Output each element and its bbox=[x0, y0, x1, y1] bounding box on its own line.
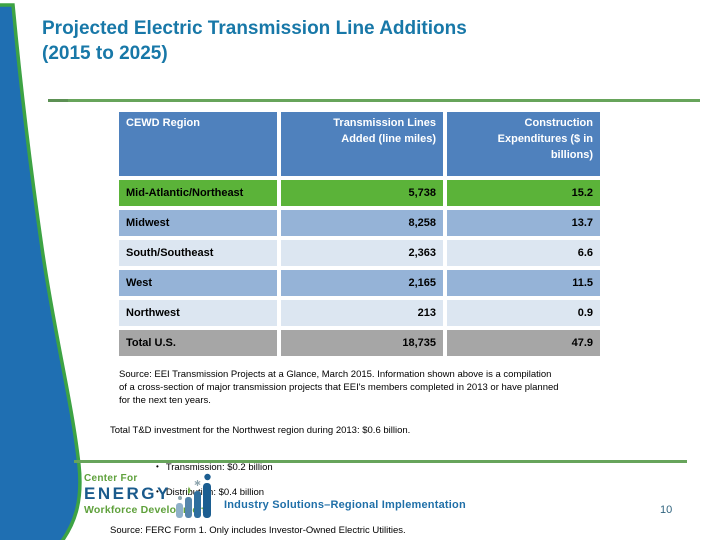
col-header-region: CEWD Region bbox=[119, 112, 277, 176]
expenditures-cell-total: 47.9 bbox=[447, 330, 600, 356]
miles-cell-total: 18,735 bbox=[281, 330, 443, 356]
cewd-logo: Center For ENERGY Workforce Development bbox=[84, 474, 234, 516]
logo-text-center-for: Center For bbox=[84, 473, 138, 484]
logo-text-energy: ENERGY bbox=[84, 484, 171, 503]
expenditures-cell: 15.2 bbox=[447, 180, 600, 206]
logo-tagline: Industry Solutions–Regional Implementati… bbox=[224, 499, 466, 511]
title-separator-line bbox=[48, 99, 700, 102]
expenditures-cell: 13.7 bbox=[447, 210, 600, 236]
region-cell: West bbox=[119, 270, 277, 296]
left-curve-decoration bbox=[0, 3, 82, 540]
page-title-line1: Projected Electric Transmission Line Add… bbox=[42, 18, 467, 39]
footer-separator-line bbox=[74, 460, 687, 463]
region-cell: Northwest bbox=[119, 300, 277, 326]
expenditures-cell: 11.5 bbox=[447, 270, 600, 296]
ferc-source-note: Source: FERC Form 1. Only includes Inves… bbox=[110, 524, 406, 536]
miles-cell: 213 bbox=[281, 300, 443, 326]
expenditures-cell: 6.6 bbox=[447, 240, 600, 266]
region-cell: Mid-Atlantic/Northeast bbox=[119, 180, 277, 206]
eei-source-note: Source: EEI Transmission Projects at a G… bbox=[119, 369, 559, 406]
logo-text-workforce: Workforce Development bbox=[84, 504, 209, 516]
region-cell: Midwest bbox=[119, 210, 277, 236]
page-number: 10 bbox=[660, 504, 673, 516]
page-title: Projected Electric Transmission Line Add… bbox=[42, 16, 642, 66]
bullet-transmission: Transmission: $0.2 billion bbox=[156, 462, 600, 475]
miles-cell: 5,738 bbox=[281, 180, 443, 206]
investment-note: Total T&D investment for the Northwest r… bbox=[110, 412, 600, 540]
col-header-miles: Transmission Lines Added (line miles) bbox=[281, 112, 443, 176]
investment-bullet-list: Transmission: $0.2 billion Distribution:… bbox=[110, 450, 600, 513]
miles-cell: 2,165 bbox=[281, 270, 443, 296]
page-title-line2: (2015 to 2025) bbox=[42, 43, 168, 64]
bar-chart-logo-icon bbox=[176, 473, 211, 518]
expenditures-cell: 0.9 bbox=[447, 300, 600, 326]
col-header-expenditures: Construction Expenditures ($ in billions… bbox=[447, 112, 600, 176]
region-cell-total: Total U.S. bbox=[119, 330, 277, 356]
investment-note-intro: Total T&D investment for the Northwest r… bbox=[110, 424, 411, 436]
bullet-distribution: Distribution: $0.4 billion bbox=[156, 487, 600, 500]
region-cell: South/Southeast bbox=[119, 240, 277, 266]
miles-cell: 2,363 bbox=[281, 240, 443, 266]
miles-cell: 8,258 bbox=[281, 210, 443, 236]
transmission-table: CEWD Region Transmission Lines Added (li… bbox=[119, 112, 600, 356]
